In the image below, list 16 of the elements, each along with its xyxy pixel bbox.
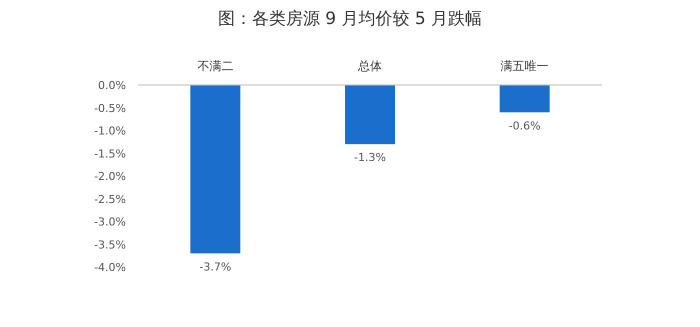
y-tick-label: -0.5% xyxy=(94,102,126,115)
y-tick-label: -2.0% xyxy=(94,170,126,183)
x-tick-label: 满五唯一 xyxy=(500,59,549,73)
x-tick-label: 不满二 xyxy=(197,59,234,73)
x-tick-label: 总体 xyxy=(357,59,382,73)
y-tick-label: -4.0% xyxy=(94,261,126,274)
y-tick-label: -1.0% xyxy=(94,124,126,138)
y-tick-label: -1.5% xyxy=(94,147,126,160)
chart-title: 图：各类房源 9 月均价较 5 月跌幅 xyxy=(218,9,482,29)
data-label: -3.7% xyxy=(199,260,232,274)
y-tick-label: -3.0% xyxy=(94,216,126,228)
y-tick-label: -3.5% xyxy=(94,238,126,252)
data-label: -1.3% xyxy=(354,151,386,164)
y-tick-label: 0.0% xyxy=(98,79,126,92)
y-tick-label: -2.5% xyxy=(94,192,126,206)
data-label: -0.6% xyxy=(508,119,541,132)
